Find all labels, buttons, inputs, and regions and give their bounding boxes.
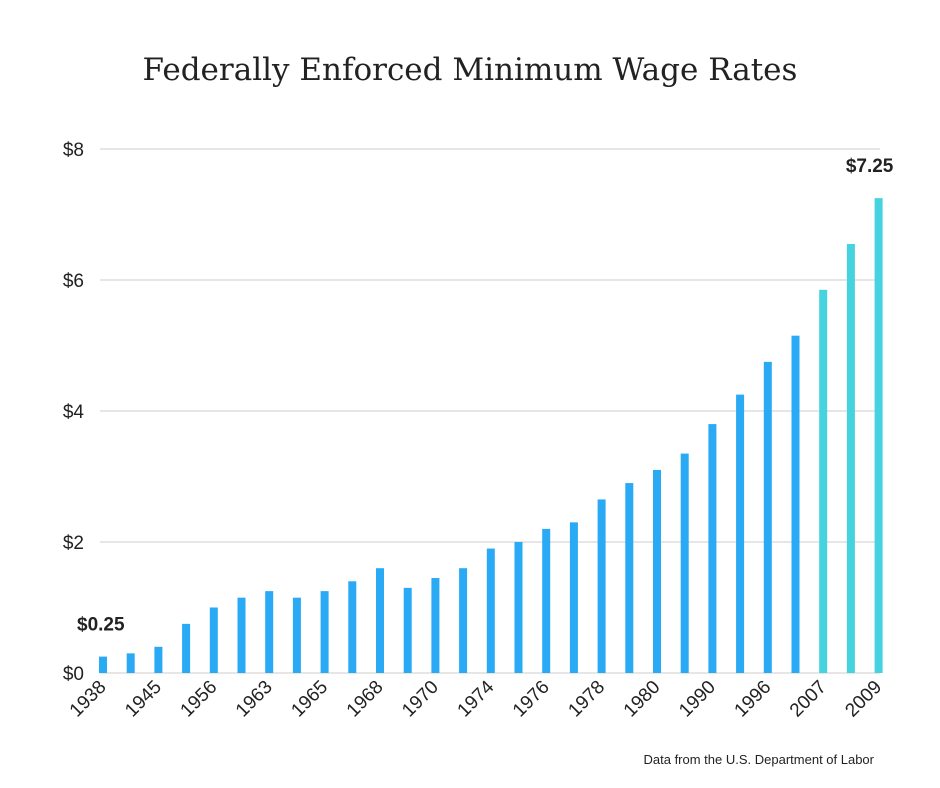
bar: [459, 568, 468, 673]
chart-title: Federally Enforced Minimum Wage Rates: [142, 52, 798, 88]
bar: [569, 522, 578, 673]
y-tick-label: $4: [63, 402, 85, 423]
x-tick-label: 1978: [564, 677, 609, 722]
x-tick-label: 1956: [177, 677, 222, 722]
x-tick-label: 2007: [786, 677, 831, 722]
data-labels: $0.25 $7.25: [77, 156, 894, 636]
bar: [126, 653, 135, 673]
bars: [99, 198, 883, 673]
bar: [265, 591, 274, 673]
bar: [736, 394, 745, 673]
bar: [431, 578, 440, 673]
data-label: $7.25: [846, 156, 894, 177]
source-note: Data from the U.S. Department of Labor: [643, 752, 875, 767]
bar: [376, 568, 384, 673]
bar: [653, 469, 661, 673]
bar: [680, 453, 689, 673]
y-tick-label: $6: [63, 271, 84, 292]
bar: [154, 646, 163, 673]
y-tick-label: $0: [63, 664, 84, 685]
bar: [182, 623, 191, 673]
bar: [763, 361, 772, 673]
grid-lines: [100, 148, 880, 674]
y-axis-ticks: $0 $2 $4 $6 $8: [63, 140, 85, 685]
bar: [348, 581, 357, 673]
bar: [819, 289, 828, 673]
bar: [846, 243, 855, 673]
data-label: $0.25: [77, 615, 125, 636]
bar: [237, 597, 246, 673]
x-tick-label: 1976: [509, 677, 554, 722]
x-tick-label: 1968: [343, 677, 388, 722]
x-tick-label: 1963: [232, 677, 277, 722]
bar: [791, 335, 800, 673]
x-tick-label: 1996: [731, 677, 776, 722]
bar: [708, 424, 717, 673]
bar: [99, 656, 107, 673]
x-tick-label: 1980: [620, 677, 665, 722]
bar: [874, 198, 883, 673]
x-tick-label: 2009: [841, 677, 886, 722]
x-tick-label: 1970: [398, 677, 443, 722]
bar: [292, 597, 301, 673]
bar: [625, 483, 634, 673]
bar: [403, 587, 412, 673]
bar: [542, 528, 551, 673]
y-tick-label: $2: [63, 533, 84, 554]
bar: [486, 548, 495, 673]
x-tick-label: 1945: [121, 677, 166, 722]
x-axis-ticks: 1938 1945 1956 1963 1965 1968 1970 1974 1976 1978…: [66, 676, 886, 721]
bar: [514, 542, 523, 673]
x-tick-label: 1965: [287, 677, 332, 722]
x-tick-label: 1990: [675, 677, 720, 722]
bar: [320, 591, 329, 673]
bar: [209, 607, 218, 673]
x-tick-label: 1974: [454, 676, 499, 721]
bar: [597, 499, 606, 673]
y-tick-label: $8: [63, 140, 84, 161]
